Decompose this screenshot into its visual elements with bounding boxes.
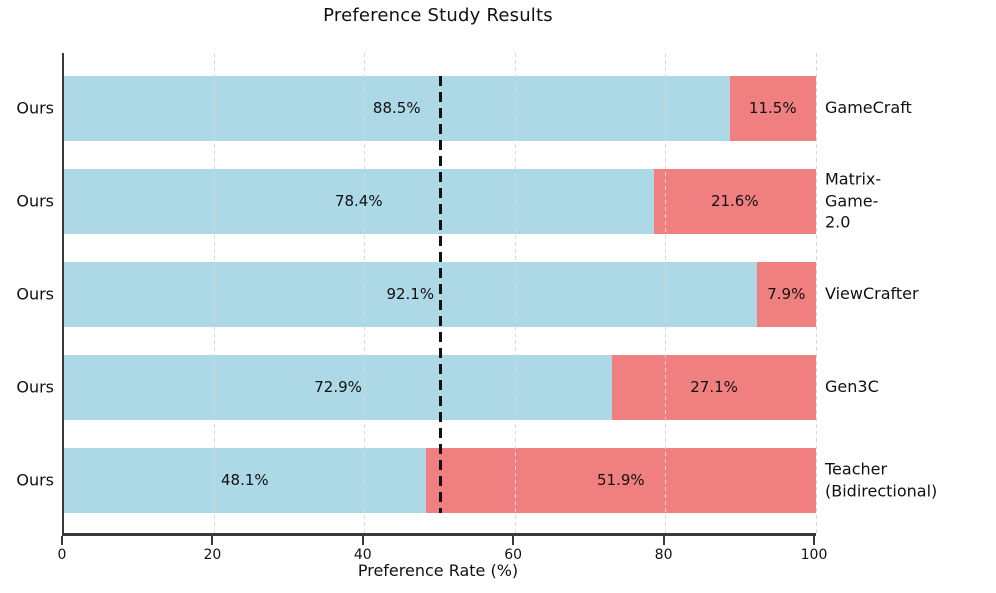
reference-line-50pct [438, 75, 442, 513]
baseline-name-label: Matrix-Game-2.0 [825, 169, 882, 232]
gridline-x100 [815, 53, 817, 533]
chart-title: Preference Study Results [323, 5, 553, 26]
baseline-pct-label: 27.1% [690, 378, 738, 396]
ours-bar-segment [64, 75, 730, 141]
bar-row: 72.9% 27.1% Ours Gen3C [16, 354, 879, 420]
ours-pct-label: 72.9% [314, 378, 362, 396]
ours-pct-label: 78.4% [334, 192, 383, 210]
baseline-pct-label: 21.6% [710, 192, 759, 210]
x-tick-label: 100 [800, 547, 828, 563]
baseline-bar-segment [729, 75, 816, 141]
x-tick [211, 536, 214, 545]
ours-bar-segment [64, 261, 757, 327]
ours-row-label: Ours [16, 191, 54, 211]
ours-row-label: Ours [16, 470, 54, 490]
ours-bar-segment [64, 354, 613, 420]
baseline-pct-label: 7.9% [767, 285, 806, 303]
bar-row: 92.1% 7.9% Ours ViewCrafter [16, 261, 919, 327]
baseline-name-label: Gen3C [825, 377, 879, 397]
ours-row-label: Ours [16, 284, 54, 304]
x-axis-label: Preference Rate (%) [357, 561, 519, 580]
ours-pct-label: 88.5% [372, 99, 421, 117]
gridline-x80 [665, 53, 667, 533]
x-tick [813, 536, 815, 545]
x-tick [512, 536, 515, 545]
x-tick-label: 60 [504, 547, 523, 563]
baseline-name-label: GameCraft [825, 98, 912, 118]
gridline-x40 [364, 53, 366, 533]
bar-row: 88.5% 11.5% Ours GameCraft [16, 75, 912, 141]
ours-row-label: Ours [16, 98, 54, 118]
baseline-name-label: ViewCrafter [825, 284, 919, 304]
ours-pct-label: 92.1% [386, 285, 435, 303]
baseline-bar-segment [612, 354, 816, 420]
bar-row: 48.1% 51.9% Ours Teacher (Bidirectional) [16, 447, 937, 513]
x-tick [61, 536, 63, 545]
ours-row-label: Ours [16, 377, 54, 397]
baseline-pct-label: 51.9% [597, 471, 645, 489]
plot-area: 88.5% 11.5% Ours GameCraft 78.4% 21.6% Ours Mat… [16, 53, 937, 536]
ours-bar-segment [64, 168, 654, 234]
baseline-name-label: Teacher (Bidirectional) [825, 459, 938, 500]
baseline-bar-segment [653, 168, 816, 234]
gridline-x60 [514, 53, 516, 533]
ours-pct-label: 48.1% [221, 471, 269, 489]
gridline-x20 [213, 53, 215, 533]
baseline-bar-segment [756, 261, 816, 327]
x-tick [662, 536, 665, 545]
baseline-pct-label: 11.5% [748, 99, 797, 117]
baseline-bar-segment [425, 447, 816, 513]
x-tick-label: 40 [353, 547, 372, 563]
x-tick-label: 80 [654, 547, 673, 563]
bar-row: 78.4% 21.6% Ours Matrix-Game-2.0 [16, 168, 881, 234]
x-tick-label: 0 [57, 547, 67, 563]
x-axis: 0 20 40 60 80 100 [58, 536, 827, 593]
x-tick-label: 20 [203, 547, 222, 563]
ours-bar-segment [64, 447, 426, 513]
x-tick [361, 536, 364, 545]
